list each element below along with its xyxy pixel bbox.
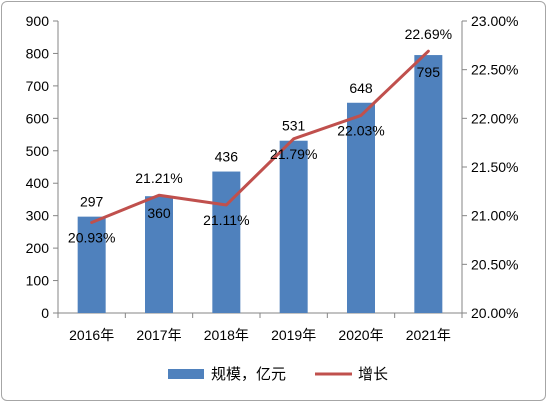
legend-label-scale: 规模，亿元 [211,366,286,383]
left-axis-tick-label: 500 [26,143,50,159]
bar [77,216,106,313]
right-axis-tick-label: 22.00% [471,110,518,126]
bar [145,196,173,313]
line-value-label: 21.21% [135,170,182,186]
right-axis-tick-label: 20.50% [471,256,518,272]
left-axis-tick-label: 900 [26,13,50,29]
line-value-label: 22.03% [337,122,384,138]
line-value-label: 20.93% [68,229,115,245]
line-value-label: 22.69% [405,26,452,42]
bar-value-label: 436 [215,149,239,165]
left-axis-tick-label: 300 [26,208,50,224]
right-axis-tick-label: 21.50% [471,159,518,175]
bar-value-label: 297 [80,194,104,210]
bar [414,55,443,314]
left-axis-tick-label: 800 [26,45,50,61]
right-axis-tick-label: 21.00% [471,208,518,224]
x-axis-tick-label: 2019年 [271,327,316,343]
bar-value-label: 648 [349,80,373,96]
left-axis-tick-label: 100 [26,273,50,289]
bar [212,171,241,313]
legend-label-growth: 增长 [358,366,388,383]
legend-swatch-bar [168,369,204,379]
left-axis-tick-label: 0 [41,305,49,321]
bar-value-label: 531 [282,118,306,134]
x-axis-tick-label: 2017年 [136,327,181,343]
line-value-label: 21.79% [270,146,317,162]
left-axis-tick-label: 400 [26,175,50,191]
x-axis-tick-label: 2020年 [338,327,383,343]
bar-value-label: 360 [147,205,171,221]
right-axis-tick-label: 23.00% [471,13,518,29]
right-axis-tick-label: 20.00% [471,305,518,321]
growth-line [90,49,430,224]
right-axis-tick-label: 22.50% [471,62,518,78]
left-axis-tick-label: 200 [26,240,50,256]
bar [279,140,308,313]
x-axis-tick-label: 2018年 [204,327,249,343]
line-value-label: 21.11% [203,212,249,228]
left-axis-tick-label: 700 [26,78,50,94]
bar-value-label: 795 [417,64,441,80]
x-axis-tick-label: 2021年 [406,327,451,343]
x-axis-tick-label: 2016年 [69,327,114,343]
left-axis-tick-label: 600 [26,110,50,126]
bar [347,102,375,313]
